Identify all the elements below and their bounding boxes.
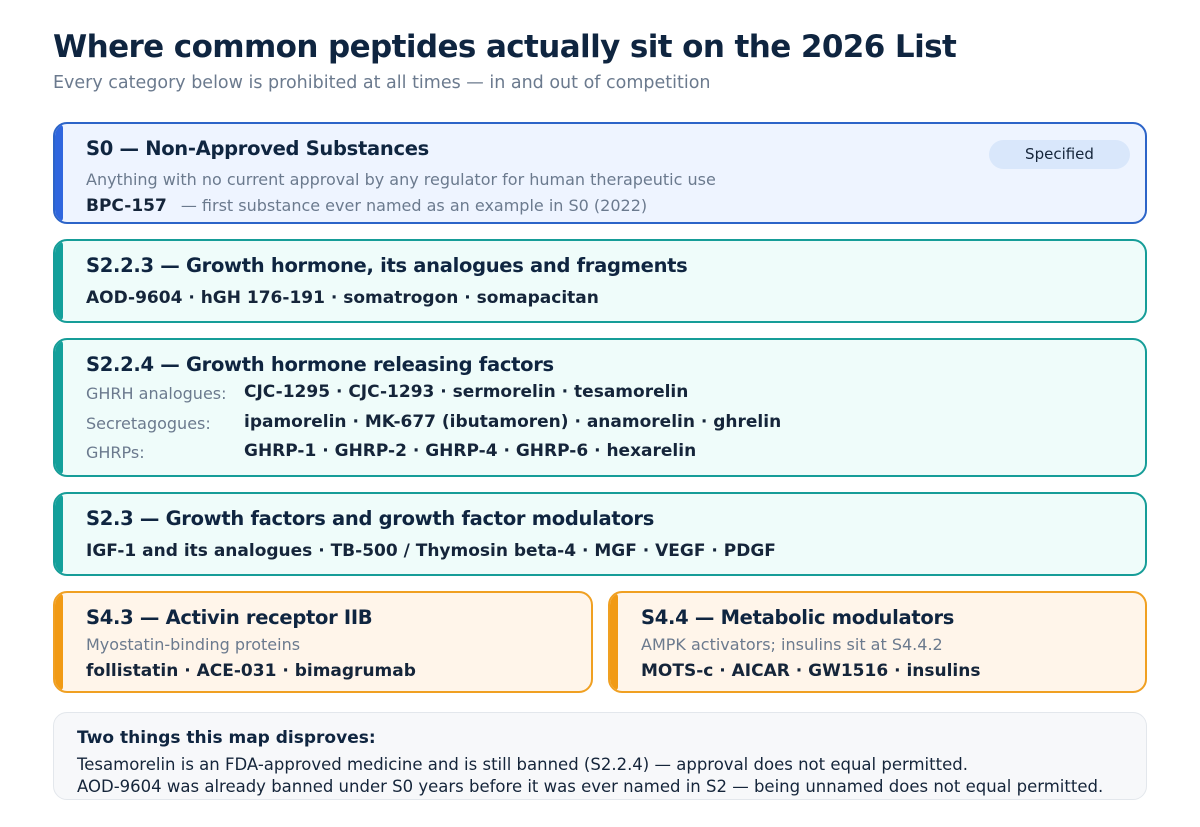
category-card-s2-2-4: S2.2.4 — Growth hormone releasing factor… [53,338,1147,477]
category-items: IGF-1 and its analogues · TB-500 / Thymo… [86,541,776,561]
accent-bar [55,593,63,691]
subcategory-label: GHRPs: [86,443,145,462]
callout-box: Two things this map disproves: Tesamorel… [53,712,1147,800]
accent-bar [610,593,618,691]
category-heading: S4.3 — Activin receptor IIB [86,606,373,629]
substance-name: BPC-157 [86,196,167,216]
category-heading: S2.3 — Growth factors and growth factor … [86,507,655,530]
category-description: Anything with no current approval by any… [86,170,716,189]
category-card-s2-2-3: S2.2.3 — Growth hormone, its analogues a… [53,239,1147,323]
category-items: MOTS-c · AICAR · GW1516 · insulins [641,661,981,681]
category-items: follistatin · ACE-031 · bimagrumab [86,661,416,681]
substance-note: — first substance ever named as an examp… [180,196,648,215]
subcategory-items: GHRP-1 · GHRP-2 · GHRP-4 · GHRP-6 · hexa… [244,441,697,461]
category-items: BPC-157 — first substance ever named as a… [86,196,647,216]
category-heading: S0 — Non-Approved Substances [86,137,429,160]
category-card-s4-3: S4.3 — Activin receptor IIB Myostatin-bi… [53,591,593,693]
accent-bar [55,241,63,321]
subcategory-label: Secretagogues: [86,414,211,433]
accent-bar [55,494,63,574]
callout-line: Tesamorelin is an FDA-approved medicine … [77,755,968,774]
category-card-s0: S0 — Non-Approved Substances Specified A… [53,122,1147,224]
category-description: AMPK activators; insulins sit at S4.4.2 [641,635,943,654]
accent-bar [55,124,63,222]
subcategory-items: ipamorelin · MK-677 (ibutamoren) · anamo… [244,412,782,432]
status-badge: Specified [989,140,1130,169]
page-subtitle: Every category below is prohibited at al… [53,73,711,93]
category-heading: S4.4 — Metabolic modulators [641,606,955,629]
category-description: Myostatin-binding proteins [86,635,301,654]
callout-title: Two things this map disproves: [77,728,376,748]
page-title: Where common peptides actually sit on th… [53,29,957,65]
accent-bar [55,340,63,475]
callout-line: AOD-9604 was already banned under S0 yea… [77,777,1104,796]
subcategory-items: CJC-1295 · CJC-1293 · sermorelin · tesam… [244,382,689,402]
subcategory-label: GHRH analogues: [86,384,227,403]
category-heading: S2.2.4 — Growth hormone releasing factor… [86,353,554,376]
category-card-s2-3: S2.3 — Growth factors and growth factor … [53,492,1147,576]
category-heading: S2.2.3 — Growth hormone, its analogues a… [86,254,688,277]
category-card-s4-4: S4.4 — Metabolic modulators AMPK activat… [608,591,1147,693]
category-items: AOD-9604 · hGH 176-191 · somatrogon · so… [86,288,599,308]
